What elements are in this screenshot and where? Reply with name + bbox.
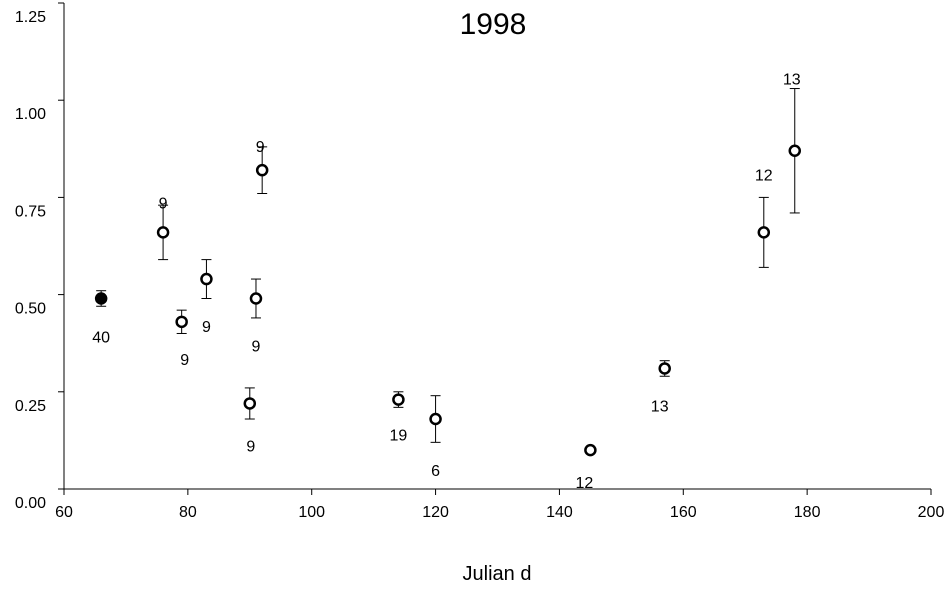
- x-tick-label: 140: [546, 504, 573, 521]
- sample-size-label: 40: [92, 329, 110, 346]
- x-tick-label: 120: [422, 504, 449, 521]
- sample-size-label: 9: [246, 438, 255, 455]
- sample-size-label: 12: [575, 475, 593, 492]
- sample-size-label: 9: [256, 139, 265, 156]
- chart-title: 1998: [460, 8, 527, 41]
- y-tick-label: 1.25: [15, 9, 46, 26]
- y-tick-label: 1.00: [15, 106, 46, 123]
- x-tick-label: 180: [794, 504, 821, 521]
- open-data-point: [429, 412, 442, 426]
- sample-size-label: 6: [431, 463, 440, 480]
- x-tick-label: 60: [55, 504, 73, 521]
- open-data-point: [156, 226, 170, 239]
- open-data-point: [175, 315, 188, 329]
- data-points: [94, 144, 802, 457]
- open-data-point: [584, 443, 597, 457]
- sample-size-label: 9: [159, 195, 168, 212]
- open-data-point: [249, 292, 263, 305]
- y-tick-label: 0.25: [15, 398, 46, 415]
- filled-data-point: [94, 292, 108, 305]
- sample-size-label: 9: [202, 319, 211, 336]
- sample-size-label: 19: [390, 428, 408, 445]
- sample-size-label: 13: [783, 72, 801, 89]
- sample-size-label: 12: [755, 167, 773, 184]
- y-tick-label: 0.75: [15, 203, 46, 220]
- axes: [63, 3, 931, 490]
- x-tick-label: 100: [298, 504, 325, 521]
- open-data-point: [392, 393, 405, 406]
- x-tick-label: 200: [918, 504, 945, 521]
- sample-size-label: 13: [651, 398, 669, 415]
- open-data-point: [243, 397, 257, 410]
- x-axis-label: Julian d: [463, 563, 532, 585]
- open-data-point: [788, 144, 802, 157]
- sample-size-label: 9: [180, 352, 189, 369]
- x-tick-label: 80: [179, 504, 197, 521]
- open-data-point: [757, 226, 771, 239]
- sample-size-label: 9: [252, 338, 261, 355]
- open-data-point: [200, 272, 213, 286]
- axis-ticks: 60 80 100 120 140 160 180 200 0.00 0.25 0.50 0.75 1.…: [15, 2, 945, 521]
- x-tick-label: 160: [670, 504, 697, 521]
- y-tick-label: 0.00: [15, 495, 46, 512]
- open-data-point: [658, 362, 671, 375]
- y-tick-label: 0.50: [15, 301, 46, 318]
- open-data-point: [255, 163, 269, 177]
- error-bars: [96, 88, 800, 443]
